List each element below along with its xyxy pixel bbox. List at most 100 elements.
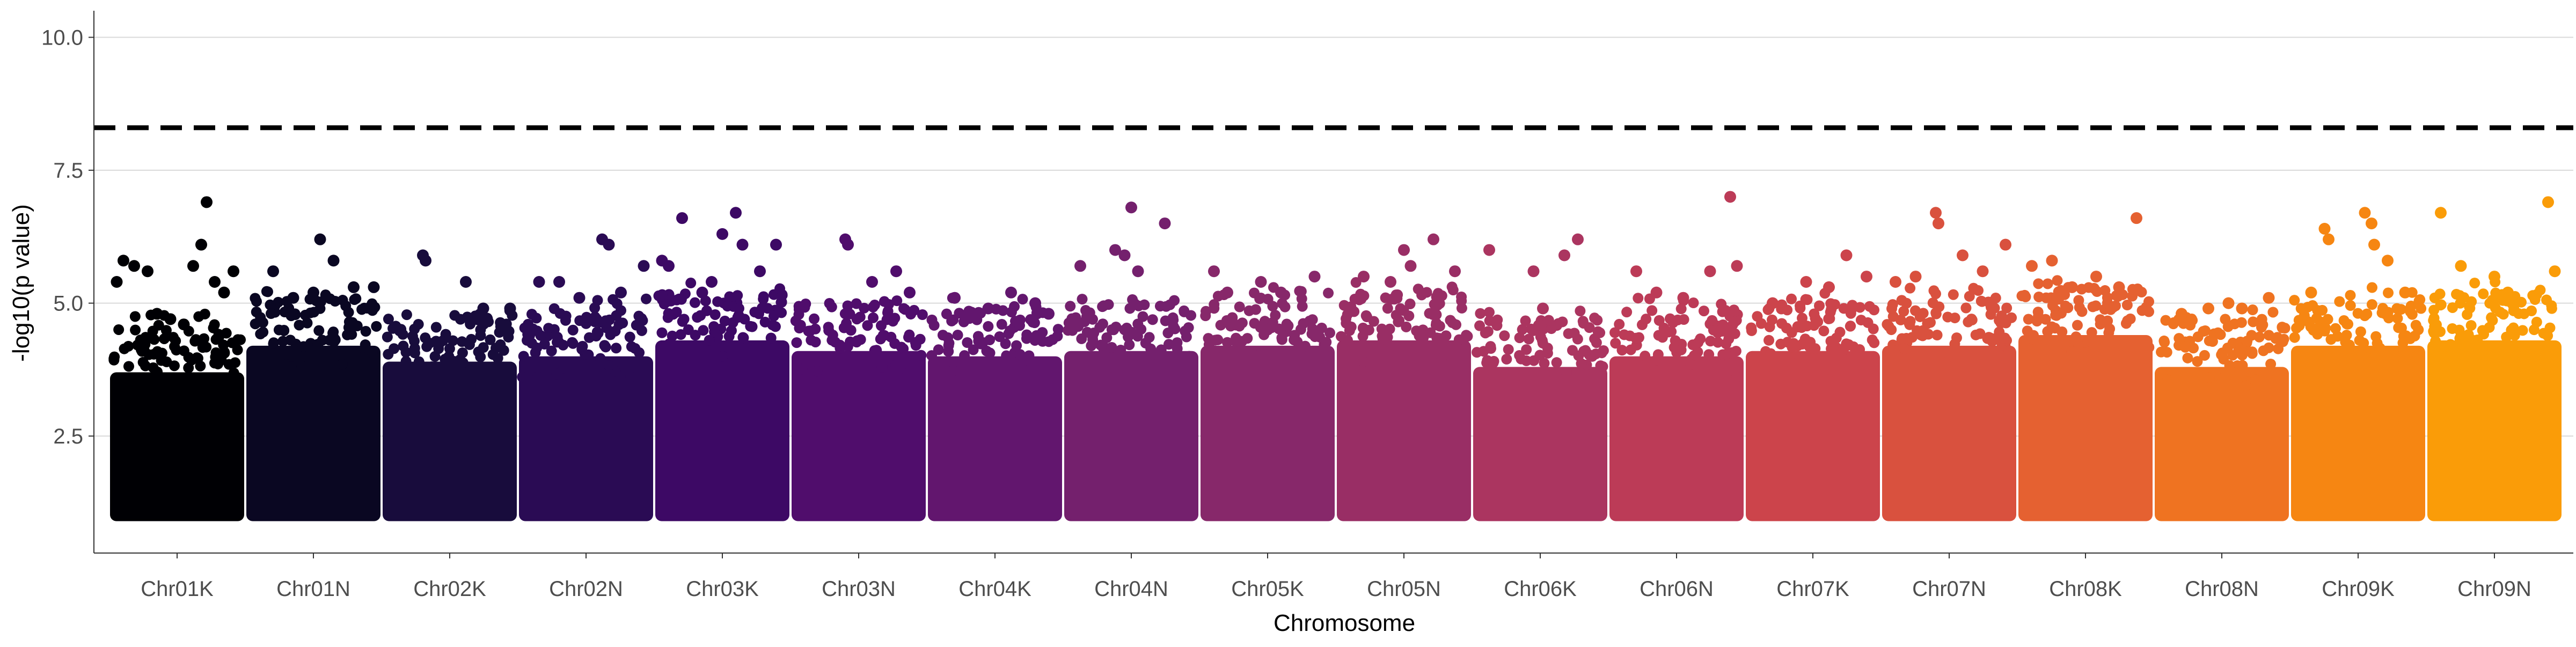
point-Chr05N: [1380, 292, 1391, 303]
point-Chr02N: [599, 340, 610, 351]
bulk-Chr04N: [1064, 351, 1198, 521]
point-Chr05K: [1230, 319, 1241, 331]
bulk-Chr01K: [110, 372, 244, 521]
point-Chr06N: [1658, 322, 1670, 333]
point-Chr06N: [1705, 336, 1716, 347]
point-Chr02N: [641, 293, 652, 304]
point-Chr06N: [1624, 330, 1635, 341]
point-Chr07N: [2000, 317, 2011, 329]
point-Chr01N: [313, 325, 325, 336]
point-Chr01N: [290, 309, 301, 321]
point-Chr04N: [1180, 325, 1191, 337]
point-Chr03K: [776, 307, 787, 318]
point-Chr06K: [1484, 307, 1495, 318]
point-Chr09K: [2305, 321, 2316, 332]
point-Chr03N: [851, 314, 862, 325]
x-tick-label: Chr04K: [958, 577, 1031, 601]
point-Chr09N: [2517, 325, 2528, 336]
point-Chr02N: [617, 317, 628, 329]
x-tick-label: Chr08K: [2049, 577, 2122, 601]
outlier-point-Chr06K: [1558, 249, 1570, 261]
point-Chr01N: [251, 296, 262, 307]
point-Chr05N: [1341, 313, 1352, 324]
point-Chr02K: [409, 323, 420, 335]
point-Chr06K: [1520, 315, 1531, 326]
point-Chr07N: [1887, 311, 1899, 322]
point-Chr06K: [1523, 333, 1534, 345]
point-Chr02K: [457, 357, 469, 368]
point-Chr03K: [683, 324, 694, 336]
point-Chr04K: [933, 344, 944, 355]
point-Chr08K: [2072, 319, 2083, 331]
x-tick-label: Chr03N: [822, 577, 896, 601]
point-Chr06N: [1621, 307, 1633, 318]
point-Chr05N: [1451, 319, 1462, 330]
point-Chr05N: [1345, 301, 1357, 312]
point-Chr08K: [2033, 291, 2045, 302]
x-tick-label: Chr08N: [2185, 577, 2259, 601]
point-Chr02K: [485, 334, 496, 345]
x-tick-label: Chr02K: [413, 577, 486, 601]
point-Chr04K: [983, 321, 994, 332]
point-Chr02K: [401, 309, 412, 321]
point-Chr08N: [2263, 342, 2274, 353]
point-Chr02K: [430, 322, 442, 333]
point-Chr06K: [1551, 357, 1562, 368]
bulk-Chr07K: [1746, 351, 1880, 521]
series-Chr04N: [1063, 201, 1198, 521]
point-Chr08K: [2104, 323, 2116, 335]
point-Chr09K: [2414, 294, 2426, 306]
x-tick-label: Chr09K: [2322, 577, 2395, 601]
point-Chr08N: [2182, 352, 2193, 364]
point-Chr08N: [2192, 356, 2203, 367]
point-Chr01K: [183, 352, 194, 363]
bulk-Chr08K: [2018, 335, 2153, 521]
point-Chr09N: [2455, 330, 2467, 341]
point-Chr03N: [895, 363, 906, 374]
outlier-point-Chr01K: [218, 286, 230, 299]
point-Chr07K: [1826, 304, 1837, 315]
point-Chr01K: [160, 325, 172, 336]
point-Chr06K: [1503, 344, 1514, 355]
point-Chr08N: [2236, 317, 2247, 328]
point-Chr05N: [1436, 353, 1447, 364]
point-Chr09N: [2454, 290, 2465, 301]
outlier-point-Chr03K: [663, 260, 675, 272]
point-Chr05K: [1212, 290, 1224, 302]
point-Chr02N: [519, 322, 530, 333]
point-Chr04N: [1106, 341, 1117, 353]
series-Chr06N: [1609, 191, 1744, 521]
point-Chr04N: [1147, 349, 1159, 360]
point-Chr02K: [501, 318, 512, 330]
outlier-point-Chr06N: [1630, 265, 1642, 278]
axes: [93, 11, 2573, 554]
point-Chr04K: [1027, 317, 1038, 328]
point-Chr08N: [2248, 316, 2259, 328]
point-Chr02N: [543, 323, 554, 334]
outlier-point-Chr05K: [1308, 271, 1321, 283]
point-Chr05K: [1255, 322, 1266, 333]
point-Chr06N: [1652, 349, 1664, 360]
point-Chr01K: [212, 353, 223, 364]
point-Chr09K: [2307, 300, 2318, 311]
point-Chr03N: [879, 296, 890, 307]
outlier-point-Chr05K: [1255, 276, 1267, 288]
point-Chr03K: [722, 301, 733, 312]
point-Chr04N: [1076, 333, 1087, 344]
bulk-Chr04K: [928, 356, 1062, 521]
point-Chr08N: [2179, 341, 2191, 353]
point-Chr05K: [1270, 310, 1281, 321]
point-Chr05N: [1425, 327, 1436, 338]
point-Chr04N: [1086, 340, 1097, 351]
point-Chr07N: [1983, 332, 1994, 343]
point-Chr05K: [1231, 332, 1242, 344]
point-Chr02N: [604, 360, 615, 372]
point-Chr09K: [2352, 308, 2363, 319]
point-Chr08N: [2265, 358, 2277, 369]
point-Chr07K: [1824, 313, 1835, 324]
point-Chr09K: [2291, 323, 2302, 334]
outlier-point-Chr09K: [2305, 286, 2317, 299]
point-Chr01K: [123, 361, 134, 372]
point-Chr06K: [1521, 344, 1532, 355]
point-Chr06K: [1475, 308, 1486, 319]
